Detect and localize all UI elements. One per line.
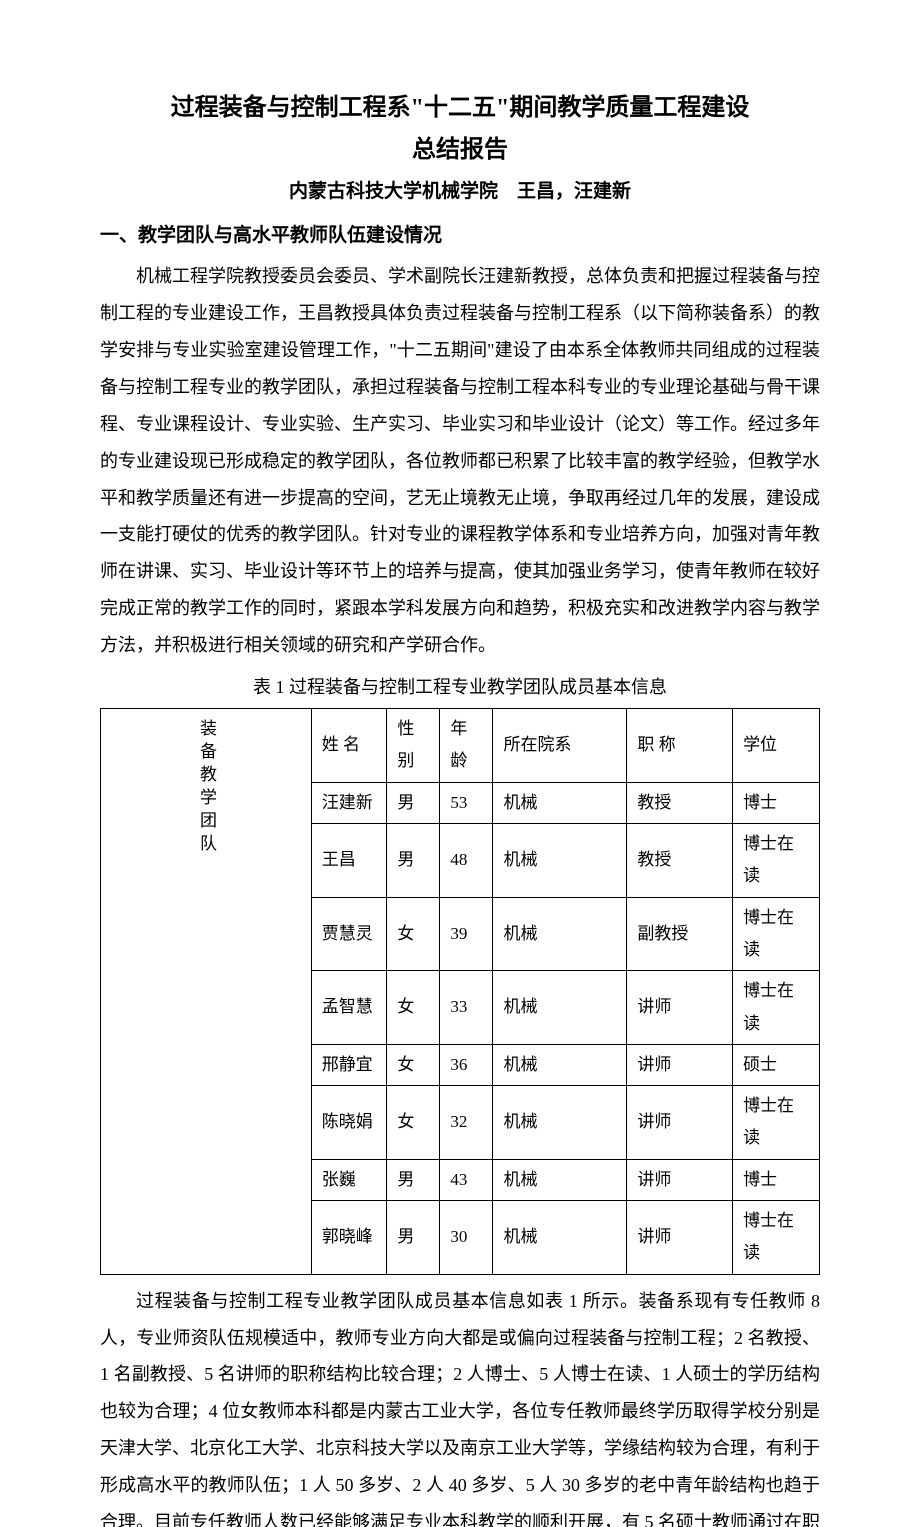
cell-degree: 博士在读	[733, 824, 820, 898]
cell-dept: 机械	[493, 1044, 627, 1085]
cell-name: 陈晓娟	[311, 1086, 387, 1160]
cell-gender: 女	[387, 1044, 440, 1085]
cell-name: 孟智慧	[311, 971, 387, 1045]
cell-dept: 机械	[493, 1159, 627, 1200]
cell-dept: 机械	[493, 897, 627, 971]
cell-degree: 硕士	[733, 1044, 820, 1085]
table-col-dept: 所在院系	[493, 709, 627, 783]
cell-name: 张巍	[311, 1159, 387, 1200]
cell-age: 36	[440, 1044, 493, 1085]
cell-name: 邢静宜	[311, 1044, 387, 1085]
team-members-table: 装备教学团队 姓 名 性别 年龄 所在院系 职 称 学位 汪建新 男 53 机械…	[100, 708, 820, 1274]
document-subtitle: 内蒙古科技大学机械学院 王昌，汪建新	[100, 174, 820, 210]
cell-title: 讲师	[627, 1086, 733, 1160]
cell-age: 39	[440, 897, 493, 971]
cell-gender: 男	[387, 1159, 440, 1200]
paragraph-1: 机械工程学院教授委员会委员、学术副院长汪建新教授，总体负责和把握过程装备与控制工…	[100, 258, 820, 664]
cell-degree: 博士在读	[733, 971, 820, 1045]
cell-title: 教授	[627, 782, 733, 823]
cell-age: 32	[440, 1086, 493, 1160]
cell-degree: 博士在读	[733, 1201, 820, 1275]
cell-gender: 男	[387, 1201, 440, 1275]
table-col-age: 年龄	[440, 709, 493, 783]
cell-degree: 博士在读	[733, 897, 820, 971]
cell-dept: 机械	[493, 824, 627, 898]
cell-degree: 博士	[733, 782, 820, 823]
table-col-gender: 性别	[387, 709, 440, 783]
cell-age: 48	[440, 824, 493, 898]
table-col-degree: 学位	[733, 709, 820, 783]
cell-gender: 男	[387, 782, 440, 823]
cell-name: 贾慧灵	[311, 897, 387, 971]
cell-dept: 机械	[493, 1086, 627, 1160]
cell-gender: 女	[387, 1086, 440, 1160]
table-header-row: 装备教学团队 姓 名 性别 年龄 所在院系 职 称 学位	[101, 709, 820, 783]
cell-gender: 女	[387, 897, 440, 971]
cell-age: 43	[440, 1159, 493, 1200]
cell-dept: 机械	[493, 782, 627, 823]
cell-age: 30	[440, 1201, 493, 1275]
cell-age: 33	[440, 971, 493, 1045]
table-col-title: 职 称	[627, 709, 733, 783]
cell-title: 讲师	[627, 971, 733, 1045]
table-group-label: 装备教学团队	[101, 709, 312, 1274]
cell-age: 53	[440, 782, 493, 823]
cell-degree: 博士	[733, 1159, 820, 1200]
table-1-caption: 表 1 过程装备与控制工程专业教学团队成员基本信息	[100, 670, 820, 704]
cell-gender: 女	[387, 971, 440, 1045]
table-col-name: 姓 名	[311, 709, 387, 783]
cell-dept: 机械	[493, 1201, 627, 1275]
cell-gender: 男	[387, 824, 440, 898]
paragraph-2: 过程装备与控制工程专业教学团队成员基本信息如表 1 所示。装备系现有专任教师 8…	[100, 1283, 820, 1527]
cell-title: 讲师	[627, 1201, 733, 1275]
cell-name: 王昌	[311, 824, 387, 898]
section-1-heading: 一、教学团队与高水平教师队伍建设情况	[100, 218, 820, 254]
cell-title: 讲师	[627, 1159, 733, 1200]
cell-name: 汪建新	[311, 782, 387, 823]
document-title-line2: 总结报告	[100, 132, 820, 168]
document-title-line1: 过程装备与控制工程系"十二五"期间教学质量工程建设	[100, 90, 820, 126]
cell-degree: 博士在读	[733, 1086, 820, 1160]
cell-title: 副教授	[627, 897, 733, 971]
cell-dept: 机械	[493, 971, 627, 1045]
cell-title: 讲师	[627, 1044, 733, 1085]
cell-name: 郭晓峰	[311, 1201, 387, 1275]
cell-title: 教授	[627, 824, 733, 898]
